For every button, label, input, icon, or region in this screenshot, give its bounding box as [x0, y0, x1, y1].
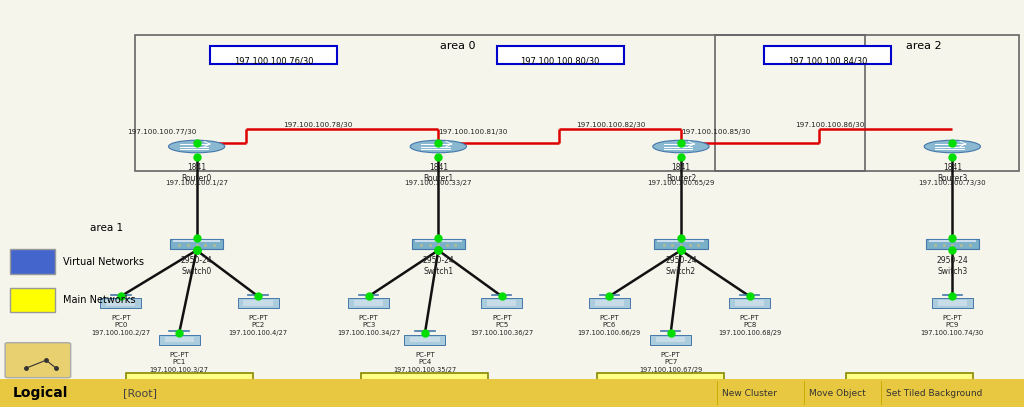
FancyBboxPatch shape: [404, 335, 445, 345]
Text: 2950-24
Switch3: 2950-24 Switch3: [936, 256, 969, 276]
Text: 197.100.100.35/27: 197.100.100.35/27: [393, 367, 457, 373]
Text: 197.100.100.76/30: 197.100.100.76/30: [233, 57, 313, 66]
Text: 197.100.100.77/30: 197.100.100.77/30: [127, 129, 197, 135]
FancyBboxPatch shape: [764, 46, 891, 64]
Text: area 0: area 0: [440, 41, 476, 51]
FancyBboxPatch shape: [412, 239, 465, 249]
FancyBboxPatch shape: [650, 335, 691, 345]
Text: 197.100.100.86/30: 197.100.100.86/30: [795, 123, 864, 128]
FancyBboxPatch shape: [932, 298, 973, 309]
Text: Logical: Logical: [12, 386, 68, 400]
Text: 197.100.100.73/30: 197.100.100.73/30: [919, 180, 986, 186]
Text: PC-PT
PC6: PC-PT PC6: [599, 315, 620, 328]
FancyBboxPatch shape: [170, 239, 223, 249]
FancyBboxPatch shape: [804, 381, 805, 405]
FancyBboxPatch shape: [597, 373, 724, 391]
Text: 197.100.100.0/27: 197.100.100.0/27: [153, 382, 226, 391]
FancyBboxPatch shape: [481, 298, 522, 309]
FancyBboxPatch shape: [159, 335, 200, 345]
Text: 2950-24
Switch2: 2950-24 Switch2: [665, 256, 697, 276]
Text: 197.100.100.4/27: 197.100.100.4/27: [228, 330, 288, 337]
FancyBboxPatch shape: [846, 373, 973, 391]
FancyBboxPatch shape: [210, 46, 337, 64]
Text: PC-PT
PC8: PC-PT PC8: [739, 315, 760, 328]
Text: 197.100.100.72/30: 197.100.100.72/30: [869, 382, 949, 391]
Text: 197.100.100.36/27: 197.100.100.36/27: [470, 330, 534, 337]
FancyBboxPatch shape: [100, 298, 141, 309]
FancyBboxPatch shape: [165, 337, 194, 342]
Text: 197.100.100.2/27: 197.100.100.2/27: [91, 330, 151, 337]
Text: 197.100.100.32/27: 197.100.100.32/27: [385, 382, 465, 391]
Text: 197.100.100.68/29: 197.100.100.68/29: [718, 330, 781, 337]
Ellipse shape: [168, 140, 225, 153]
Text: PC-PT
PC2: PC-PT PC2: [248, 315, 268, 328]
FancyBboxPatch shape: [589, 298, 630, 309]
FancyBboxPatch shape: [126, 373, 253, 391]
FancyBboxPatch shape: [106, 300, 135, 306]
FancyBboxPatch shape: [654, 239, 708, 249]
Text: 197.100.100.67/29: 197.100.100.67/29: [639, 367, 702, 373]
FancyBboxPatch shape: [238, 298, 279, 309]
FancyBboxPatch shape: [10, 249, 55, 274]
FancyBboxPatch shape: [497, 46, 624, 64]
FancyBboxPatch shape: [5, 343, 71, 378]
Text: 197.100.100.81/30: 197.100.100.81/30: [438, 129, 508, 135]
Text: 197.100.100.33/27: 197.100.100.33/27: [404, 180, 472, 186]
FancyBboxPatch shape: [361, 373, 488, 391]
Text: New Cluster: New Cluster: [722, 389, 777, 398]
Text: [Root]: [Root]: [123, 388, 157, 398]
FancyBboxPatch shape: [354, 300, 383, 306]
Text: 197.100.100.1/27: 197.100.100.1/27: [165, 180, 228, 186]
Text: PC-PT
PC9: PC-PT PC9: [942, 315, 963, 328]
Ellipse shape: [410, 140, 467, 153]
Text: 197.100.100.82/30: 197.100.100.82/30: [577, 123, 646, 128]
FancyBboxPatch shape: [735, 300, 764, 306]
FancyBboxPatch shape: [487, 300, 516, 306]
Text: Move Object: Move Object: [809, 389, 865, 398]
Text: PC-PT
PC7: PC-PT PC7: [660, 352, 681, 365]
Text: 197.100.100.78/30: 197.100.100.78/30: [283, 123, 352, 128]
FancyBboxPatch shape: [348, 298, 389, 309]
Text: Main Networks: Main Networks: [63, 295, 136, 305]
FancyBboxPatch shape: [881, 381, 882, 405]
Text: Virtual Networks: Virtual Networks: [63, 257, 144, 267]
Text: area 1: area 1: [90, 223, 123, 233]
Text: PC-PT
PC0: PC-PT PC0: [111, 315, 131, 328]
FancyBboxPatch shape: [656, 337, 685, 342]
Text: 197.100.100.80/30: 197.100.100.80/30: [520, 57, 600, 66]
FancyBboxPatch shape: [10, 288, 55, 312]
Text: 197.100.100.65/29: 197.100.100.65/29: [647, 180, 715, 186]
FancyBboxPatch shape: [926, 239, 979, 249]
Text: 197.100.100.84/30: 197.100.100.84/30: [787, 57, 867, 66]
Ellipse shape: [653, 140, 709, 153]
Text: PC-PT
PC1: PC-PT PC1: [169, 352, 189, 365]
Text: 1841
Router3: 1841 Router3: [937, 163, 968, 183]
FancyBboxPatch shape: [411, 337, 439, 342]
Text: area 2: area 2: [906, 41, 942, 51]
Text: 2950-24
Switch0: 2950-24 Switch0: [180, 256, 213, 276]
FancyBboxPatch shape: [244, 300, 272, 306]
Text: 197.100.100.85/30: 197.100.100.85/30: [681, 129, 751, 135]
FancyBboxPatch shape: [595, 300, 624, 306]
FancyBboxPatch shape: [729, 298, 770, 309]
Text: PC-PT
PC3: PC-PT PC3: [358, 315, 379, 328]
FancyBboxPatch shape: [717, 381, 718, 405]
Text: PC-PT
PC5: PC-PT PC5: [492, 315, 512, 328]
Text: 1841
Router0: 1841 Router0: [181, 163, 212, 183]
Text: 1841
Router1: 1841 Router1: [423, 163, 454, 183]
Text: 197.100.100.34/27: 197.100.100.34/27: [337, 330, 400, 337]
Ellipse shape: [925, 140, 981, 153]
Text: Set Tiled Background: Set Tiled Background: [886, 389, 982, 398]
FancyBboxPatch shape: [0, 379, 1024, 407]
Text: PC-PT
PC4: PC-PT PC4: [415, 352, 435, 365]
Text: 197.100.100.3/27: 197.100.100.3/27: [150, 367, 209, 373]
Text: 2950-24
Switch1: 2950-24 Switch1: [422, 256, 455, 276]
FancyBboxPatch shape: [938, 300, 967, 306]
Text: 1841
Router2: 1841 Router2: [666, 163, 696, 183]
Text: 197.100.100.66/29: 197.100.100.66/29: [578, 330, 641, 337]
Text: 197.100.100.64/29: 197.100.100.64/29: [621, 382, 700, 391]
Text: 197.100.100.74/30: 197.100.100.74/30: [921, 330, 984, 337]
